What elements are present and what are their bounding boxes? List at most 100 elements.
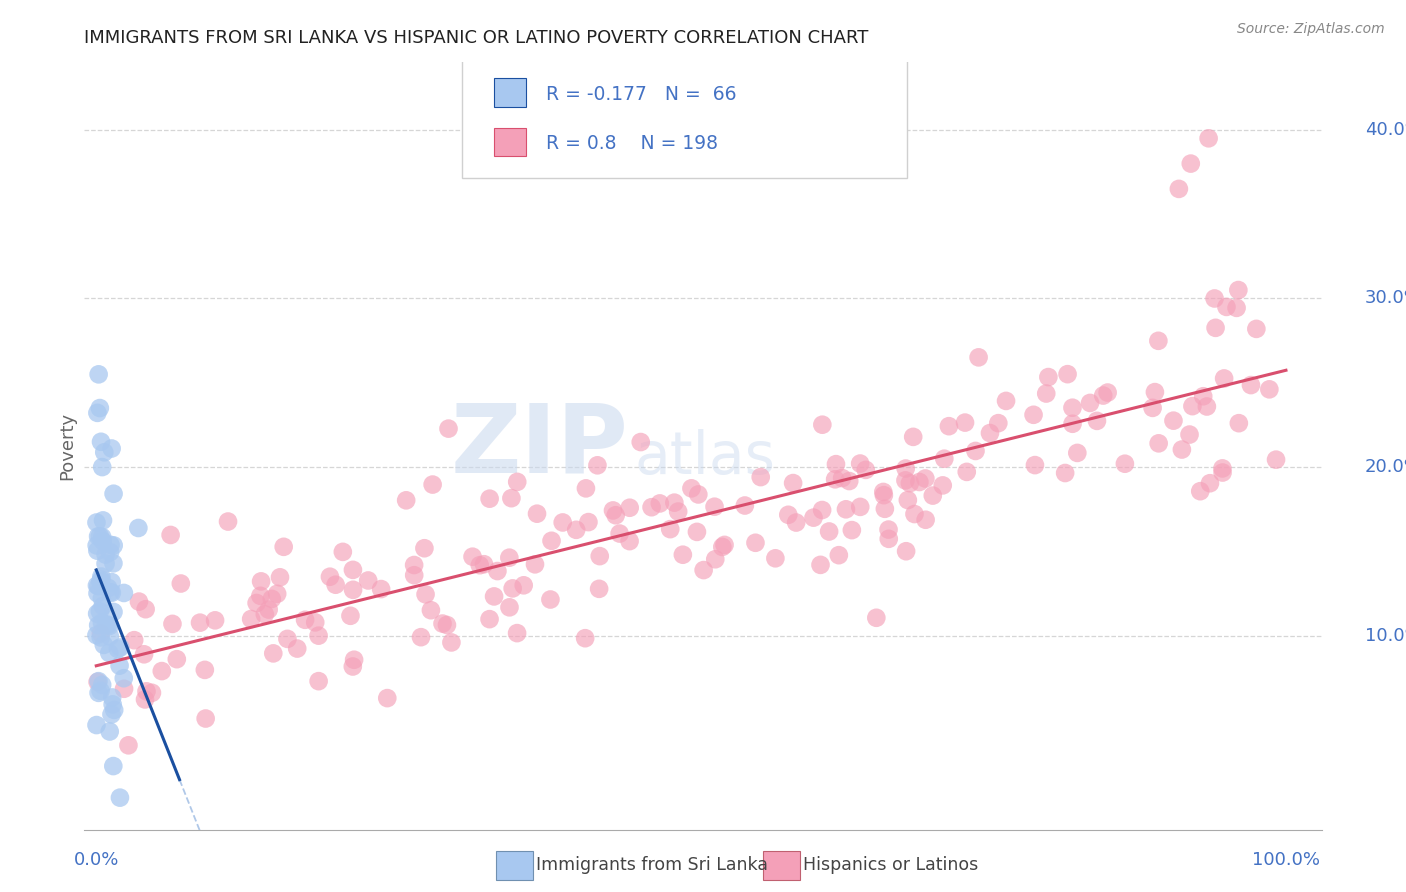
Point: [1147, 436, 1170, 450]
Point: [342, 563, 364, 577]
Point: [260, 591, 283, 606]
Point: [308, 629, 330, 643]
Point: [703, 500, 725, 514]
Point: [240, 612, 263, 626]
Point: [249, 589, 271, 603]
Text: Source: ZipAtlas.com: Source: ZipAtlas.com: [1237, 22, 1385, 37]
Point: [262, 646, 284, 660]
Point: [91, 534, 114, 549]
Point: [89, 529, 111, 543]
Point: [103, 703, 125, 717]
Point: [956, 465, 979, 479]
Point: [285, 641, 308, 656]
Point: [461, 549, 484, 564]
Point: [711, 540, 734, 554]
Point: [630, 435, 652, 450]
Point: [619, 534, 641, 549]
Point: [1171, 442, 1194, 457]
Point: [100, 575, 122, 590]
Point: [688, 487, 710, 501]
Point: [659, 522, 682, 536]
Point: [100, 707, 122, 722]
Point: [135, 684, 157, 698]
Point: [565, 523, 588, 537]
Point: [1078, 396, 1101, 410]
Point: [332, 545, 354, 559]
Point: [1198, 131, 1220, 145]
Point: [1246, 322, 1268, 336]
Point: [107, 642, 129, 657]
Point: [1147, 334, 1170, 348]
Point: [1024, 458, 1046, 472]
Point: [93, 638, 115, 652]
Point: [89, 604, 111, 618]
Point: [1215, 300, 1237, 314]
Point: [1035, 386, 1057, 401]
Point: [908, 475, 931, 489]
Text: R = 0.8    N = 198: R = 0.8 N = 198: [546, 135, 718, 153]
Point: [357, 574, 380, 588]
Point: [818, 524, 841, 539]
Point: [1054, 466, 1077, 480]
Point: [877, 523, 900, 537]
Point: [90, 591, 112, 606]
Point: [704, 552, 727, 566]
Point: [1114, 457, 1136, 471]
FancyBboxPatch shape: [494, 78, 526, 106]
Point: [841, 523, 863, 537]
Point: [87, 618, 110, 632]
Point: [90, 683, 112, 698]
Point: [932, 478, 955, 492]
Point: [90, 569, 112, 583]
Point: [440, 635, 463, 649]
Point: [468, 558, 491, 573]
Point: [127, 521, 149, 535]
Point: [734, 499, 756, 513]
Point: [588, 582, 610, 596]
Point: [894, 461, 917, 475]
Point: [98, 585, 121, 599]
Point: [692, 563, 714, 577]
Point: [1097, 385, 1119, 400]
Point: [86, 674, 108, 689]
Point: [551, 516, 574, 530]
Point: [342, 659, 364, 673]
Point: [831, 471, 853, 485]
Point: [901, 430, 924, 444]
Point: [90, 631, 112, 645]
Point: [437, 422, 460, 436]
Point: [872, 485, 894, 500]
Point: [472, 558, 495, 572]
Point: [811, 417, 834, 432]
Point: [1240, 378, 1263, 392]
Point: [91, 513, 114, 527]
Point: [602, 503, 624, 517]
Point: [1212, 466, 1234, 480]
Point: [1163, 414, 1185, 428]
Point: [266, 587, 288, 601]
Point: [873, 488, 896, 502]
Point: [395, 493, 418, 508]
Text: ZIP: ZIP: [451, 400, 628, 492]
Point: [112, 586, 135, 600]
Point: [98, 619, 121, 633]
Point: [1211, 461, 1233, 475]
Point: [103, 605, 125, 619]
Point: [609, 526, 631, 541]
Point: [132, 648, 155, 662]
Text: R = -0.177   N =  66: R = -0.177 N = 66: [546, 85, 737, 103]
Point: [903, 507, 925, 521]
Point: [370, 582, 392, 596]
Point: [965, 444, 987, 458]
Text: 20.0%: 20.0%: [1365, 458, 1406, 476]
Point: [276, 632, 298, 646]
Point: [810, 558, 832, 572]
Point: [404, 568, 426, 582]
Point: [824, 472, 846, 486]
Point: [526, 507, 548, 521]
Point: [112, 671, 135, 685]
Point: [86, 578, 108, 592]
Point: [849, 457, 872, 471]
Point: [86, 628, 108, 642]
Point: [1205, 321, 1227, 335]
